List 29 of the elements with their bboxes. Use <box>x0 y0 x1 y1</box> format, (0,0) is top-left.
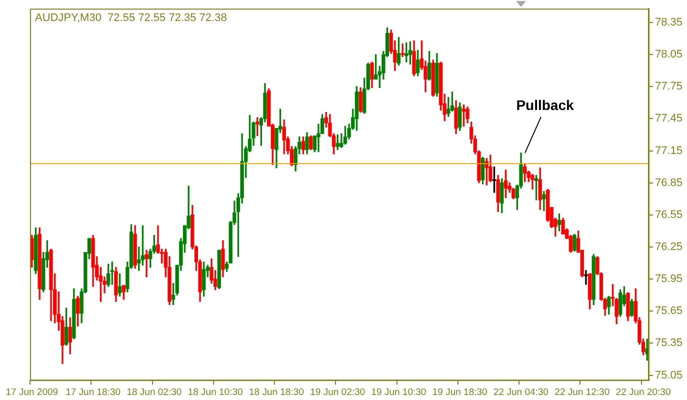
candlestick <box>584 270 588 285</box>
x-tick-label: 17 Jun 18:30 <box>66 386 121 398</box>
candlestick <box>144 250 148 278</box>
chart-title: AUDJPY,M30 72.55 72.55 72.35 72.38 <box>35 12 227 24</box>
x-tick-label: 22 Jun 20:30 <box>616 386 671 398</box>
y-tick-label: 76.25 <box>655 241 683 254</box>
candlestick <box>400 44 404 58</box>
y-tick-label: 75.05 <box>655 369 683 382</box>
x-tick-label: 19 Jun 02:30 <box>310 386 366 398</box>
y-tick-label: 78.05 <box>655 48 683 61</box>
x-tick-label: 18 Jun 02:30 <box>126 386 182 398</box>
x-tick-label: 22 Jun 04:30 <box>494 386 548 398</box>
x-tick-label: 19 Jun 18:30 <box>432 386 488 398</box>
y-tick-label: 77.15 <box>655 144 683 157</box>
y-tick-label: 75.35 <box>655 337 683 350</box>
y-tick-label: 76.55 <box>655 208 683 221</box>
y-tick-label: 77.75 <box>655 80 683 93</box>
y-tick-label: 75.65 <box>655 305 683 318</box>
x-tick-label: 18 Jun 18:30 <box>248 386 304 398</box>
y-tick-label: 77.45 <box>655 112 683 125</box>
x-tick-label: 19 Jun 10:30 <box>371 386 426 398</box>
y-tick-label: 75.95 <box>655 273 683 286</box>
candlestick <box>542 191 546 211</box>
y-tick-label: 76.85 <box>655 176 683 189</box>
annotation: Pullback <box>516 96 574 113</box>
y-tick-label: 78.35 <box>655 16 683 29</box>
x-tick-label: 18 Jun 10:30 <box>188 386 243 398</box>
x-tick-label: 17 Jun 2009 <box>6 386 58 398</box>
x-tick-label: 22 Jun 12:30 <box>554 386 610 398</box>
